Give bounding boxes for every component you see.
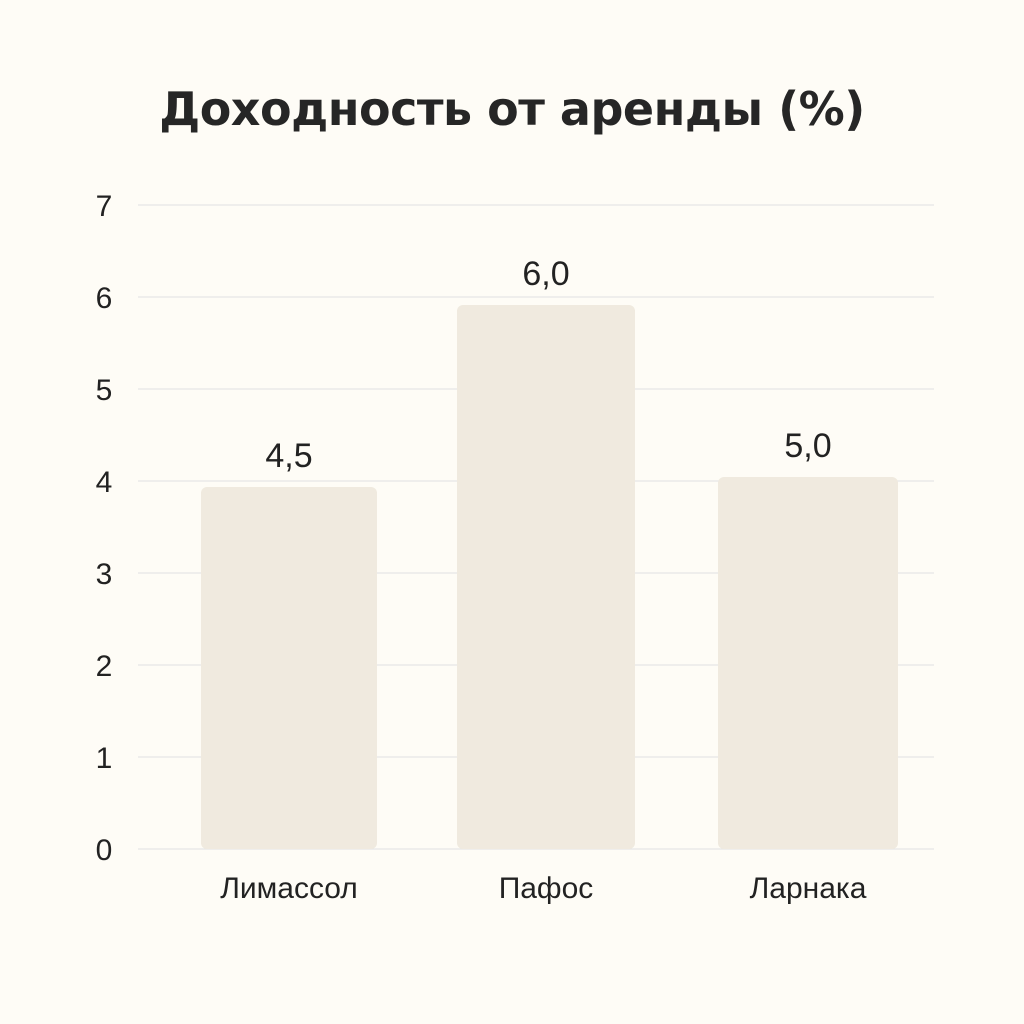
y-tick-label-4: 4	[96, 466, 113, 499]
y-tick-label-1: 1	[96, 742, 113, 775]
category-label-2: Пафос	[499, 872, 594, 905]
x-axis-categories: Лимассол Пафос Ларнака	[220, 872, 867, 905]
y-tick-label-7: 7	[96, 190, 113, 223]
value-label-2: 6,0	[522, 255, 569, 293]
value-label-1: 4,5	[265, 437, 312, 475]
bars	[201, 305, 898, 849]
chart-title: Доходность от аренды (%)	[159, 82, 865, 136]
value-label-3: 5,0	[784, 427, 831, 465]
category-label-1: Лимассол	[220, 872, 358, 905]
bar-3	[718, 477, 898, 849]
value-labels: 4,5 6,0 5,0	[265, 255, 831, 475]
y-tick-label-3: 3	[96, 558, 113, 591]
y-tick-label-2: 2	[96, 650, 113, 683]
y-tick-label-6: 6	[96, 282, 113, 315]
category-label-3: Ларнака	[750, 872, 867, 905]
bar-2	[457, 305, 635, 849]
y-tick-label-5: 5	[96, 374, 113, 407]
bar-1	[201, 487, 377, 849]
y-axis-ticks: 0 1 2 3 4 5 6 7	[96, 190, 113, 867]
y-tick-label-0: 0	[96, 834, 113, 867]
